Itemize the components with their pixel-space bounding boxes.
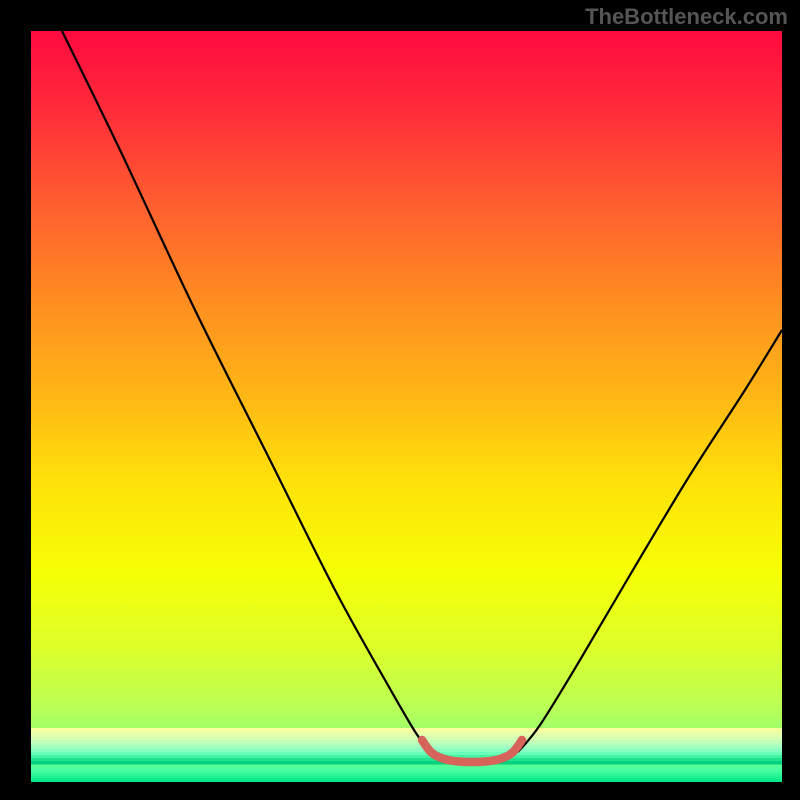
bottom-band	[31, 758, 782, 762]
bottom-band	[31, 752, 782, 756]
bottom-band	[31, 746, 782, 750]
bottom-band	[31, 755, 782, 759]
bottom-band	[31, 740, 782, 744]
bottom-band	[31, 749, 782, 753]
bottom-band	[31, 743, 782, 747]
bottom-band	[31, 734, 782, 738]
plot-gradient-bg	[31, 31, 782, 782]
frame-right	[782, 0, 800, 800]
chart-container: TheBottleneck.com	[0, 0, 800, 800]
watermark-text: TheBottleneck.com	[585, 4, 788, 30]
frame-bottom	[0, 782, 800, 800]
bottom-band	[31, 737, 782, 741]
bottleneck-chart-svg	[0, 0, 800, 800]
frame-left	[0, 0, 31, 800]
bottom-band	[31, 761, 782, 765]
bottom-band	[31, 731, 782, 735]
bottom-band	[31, 728, 782, 732]
